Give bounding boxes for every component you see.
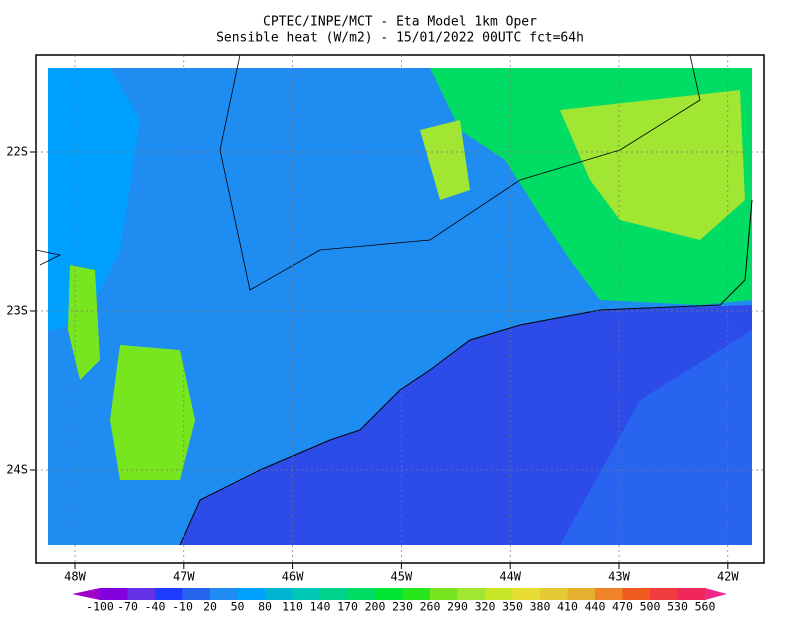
lon-label: 47W <box>173 570 195 584</box>
colorbar-label: 230 <box>392 600 413 614</box>
colorbar-label: 260 <box>420 600 441 614</box>
colorbar-label: 440 <box>585 600 606 614</box>
colorbar-label: -40 <box>145 600 166 614</box>
colorbar-segment <box>210 588 238 600</box>
field-patch <box>68 265 100 380</box>
colorbar-label: 140 <box>310 600 331 614</box>
lon-label: 46W <box>282 570 304 584</box>
field <box>35 54 753 546</box>
colorbar-segment <box>182 588 211 600</box>
colorbar-segment <box>100 588 128 600</box>
lat-label: 22S <box>6 145 28 159</box>
title: CPTEC/INPE/MCT - Eta Model 1km Oper <box>263 15 537 30</box>
colorbar-segment <box>677 588 706 600</box>
colorbar-segment <box>650 588 678 600</box>
colorbar-segment <box>375 588 403 600</box>
colorbar-label: -10 <box>172 600 193 614</box>
lon-label: 45W <box>391 570 413 584</box>
coastline <box>179 199 753 546</box>
field-patch <box>420 120 470 200</box>
colorbar-segment <box>320 588 348 600</box>
lat-label: 23S <box>6 304 28 318</box>
colorbar-arrow <box>705 588 727 600</box>
colorbar-label: 320 <box>475 600 496 614</box>
state-border <box>35 249 62 266</box>
colorbar-segment <box>237 588 266 600</box>
colorbar-segment <box>485 588 513 600</box>
colorbar-segment <box>347 588 376 600</box>
field-patch <box>110 345 195 480</box>
colorbar-label: 380 <box>530 600 551 614</box>
colorbar-arrow <box>72 588 100 600</box>
colorbar-label: 560 <box>695 600 716 614</box>
lon-label: 48W <box>64 570 86 584</box>
colorbar-label: 110 <box>282 600 303 614</box>
colorbar-segment <box>155 588 183 600</box>
colorbar-segment <box>265 588 293 600</box>
colorbar-segment <box>512 588 541 600</box>
ocean-field <box>560 330 752 545</box>
state-border <box>219 54 701 291</box>
colorbar-segment <box>292 588 321 600</box>
colorbar-label: 200 <box>365 600 386 614</box>
map-frame <box>35 54 765 564</box>
colorbar-label: 500 <box>640 600 661 614</box>
colorbar-label: 50 <box>231 600 245 614</box>
colorbar-label: 20 <box>203 600 217 614</box>
lon-label: 43W <box>608 570 630 584</box>
labels: CPTEC/INPE/MCT - Eta Model 1km Oper Sens… <box>216 15 584 46</box>
colorbar-segment <box>457 588 486 600</box>
lon-label: 42W <box>717 570 739 584</box>
colorbar-segment <box>430 588 458 600</box>
lon-label: 44W <box>499 570 521 584</box>
colorbar-label: 290 <box>447 600 468 614</box>
field-patch <box>560 90 745 240</box>
colorbar-segment <box>402 588 431 600</box>
colorbar-label: 530 <box>667 600 688 614</box>
colorbar-segment <box>622 588 651 600</box>
colorbar-label: 170 <box>337 600 358 614</box>
colorbar-label: 80 <box>258 600 272 614</box>
colorbar-label: 470 <box>612 600 633 614</box>
colorbar-label: -100 <box>86 600 114 614</box>
colorbar-segment <box>567 588 596 600</box>
field-patch <box>48 68 140 330</box>
colorbar-segment <box>127 588 156 600</box>
colorbar-label: 350 <box>502 600 523 614</box>
colorbar-label: 410 <box>557 600 578 614</box>
subtitle: Sensible heat (W/m2) - 15/01/2022 00UTC … <box>216 31 584 46</box>
lat-label: 24S <box>6 463 28 477</box>
colorbar-segment <box>595 588 623 600</box>
colorbar-segment <box>540 588 568 600</box>
colorbar-label: -70 <box>117 600 138 614</box>
